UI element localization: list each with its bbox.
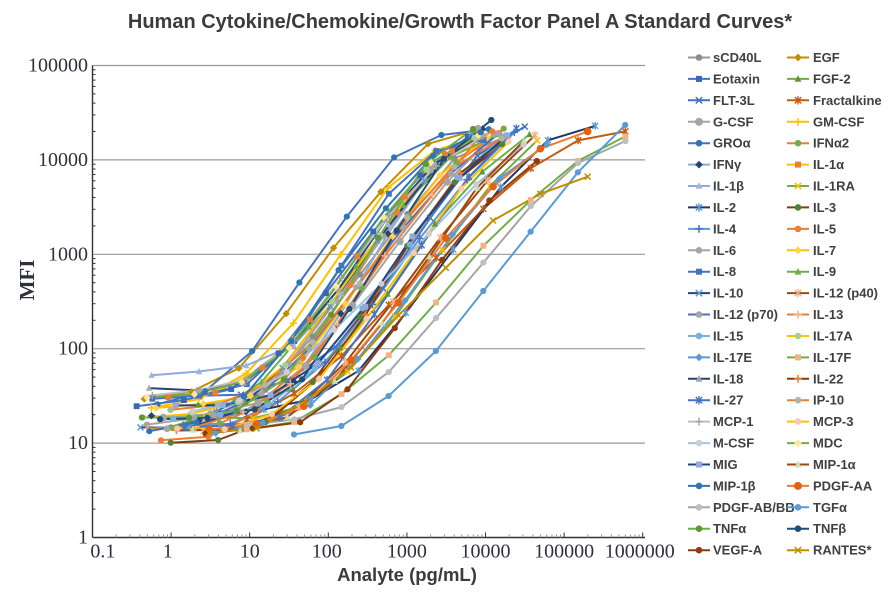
svg-text:IL-9: IL-9 (813, 264, 836, 279)
svg-text:10: 10 (240, 541, 260, 563)
svg-text:IL-12 (p70): IL-12 (p70) (713, 307, 778, 322)
svg-text:IL-17F: IL-17F (813, 350, 851, 365)
svg-text:MFI: MFI (15, 260, 39, 301)
svg-text:MIG: MIG (713, 457, 738, 472)
svg-text:IP-10: IP-10 (813, 393, 844, 408)
svg-text:RANTES*: RANTES* (813, 543, 872, 558)
svg-text:IL-18: IL-18 (713, 371, 743, 386)
svg-text:IL-7: IL-7 (813, 243, 836, 258)
svg-text:Human Cytokine/Chemokine/Growt: Human Cytokine/Chemokine/Growth Factor P… (128, 11, 792, 33)
svg-text:sCD40L: sCD40L (713, 50, 761, 65)
svg-text:IL-15: IL-15 (713, 329, 743, 344)
svg-text:100000: 100000 (28, 55, 88, 77)
svg-text:100: 100 (58, 338, 88, 360)
svg-text:PDGF-AB/BB: PDGF-AB/BB (713, 500, 795, 515)
svg-text:1000: 1000 (387, 541, 427, 563)
svg-text:MDC: MDC (813, 436, 843, 451)
svg-text:GM-CSF: GM-CSF (813, 114, 864, 129)
svg-text:IL-27: IL-27 (713, 393, 743, 408)
svg-text:MIP-1β: MIP-1β (713, 478, 756, 493)
svg-text:FGF-2: FGF-2 (813, 71, 851, 86)
svg-text:100000: 100000 (534, 541, 594, 563)
svg-text:PDGF-AA: PDGF-AA (813, 478, 873, 493)
svg-text:IL-17A: IL-17A (813, 329, 853, 344)
svg-text:10000: 10000 (38, 149, 88, 171)
svg-text:1000000: 1000000 (605, 541, 675, 563)
svg-text:Eotaxin: Eotaxin (713, 71, 760, 86)
svg-text:IL-1α: IL-1α (813, 157, 844, 172)
svg-text:10000: 10000 (461, 541, 511, 563)
svg-text:IL-1RA: IL-1RA (813, 179, 856, 194)
svg-text:IL-5: IL-5 (813, 221, 836, 236)
svg-text:1: 1 (163, 541, 173, 563)
svg-text:IFNα2: IFNα2 (813, 136, 849, 151)
svg-text:VEGF-A: VEGF-A (713, 543, 763, 558)
svg-text:EGF: EGF (813, 50, 840, 65)
svg-text:0.1: 0.1 (90, 541, 115, 563)
svg-text:IL-2: IL-2 (713, 200, 736, 215)
svg-text:MCP-1: MCP-1 (713, 414, 753, 429)
svg-text:IL-22: IL-22 (813, 371, 843, 386)
svg-text:Analyte (pg/mL): Analyte (pg/mL) (337, 564, 477, 585)
svg-text:MCP-3: MCP-3 (813, 414, 853, 429)
svg-text:100: 100 (312, 541, 342, 563)
svg-text:IL-12 (p40): IL-12 (p40) (813, 286, 878, 301)
svg-text:IL-17E: IL-17E (713, 350, 752, 365)
svg-text:TNFβ: TNFβ (813, 521, 846, 536)
svg-text:10: 10 (68, 432, 88, 454)
svg-text:M-CSF: M-CSF (713, 436, 754, 451)
svg-text:IL-4: IL-4 (713, 221, 737, 236)
svg-text:1000: 1000 (48, 243, 88, 265)
svg-text:FLT-3L: FLT-3L (713, 93, 755, 108)
svg-text:Fractalkine: Fractalkine (813, 93, 882, 108)
svg-text:IFNγ: IFNγ (713, 157, 742, 172)
svg-text:GROα: GROα (713, 136, 751, 151)
svg-text:IL-10: IL-10 (713, 286, 743, 301)
svg-text:1: 1 (78, 527, 88, 549)
svg-text:IL-3: IL-3 (813, 200, 836, 215)
svg-text:IL-8: IL-8 (713, 264, 736, 279)
svg-text:IL-1β: IL-1β (713, 179, 744, 194)
svg-text:TNFα: TNFα (713, 521, 746, 536)
svg-text:TGFα: TGFα (813, 500, 847, 515)
svg-text:G-CSF: G-CSF (713, 114, 754, 129)
svg-text:MIP-1α: MIP-1α (813, 457, 856, 472)
svg-text:IL-13: IL-13 (813, 307, 843, 322)
svg-text:IL-6: IL-6 (713, 243, 736, 258)
